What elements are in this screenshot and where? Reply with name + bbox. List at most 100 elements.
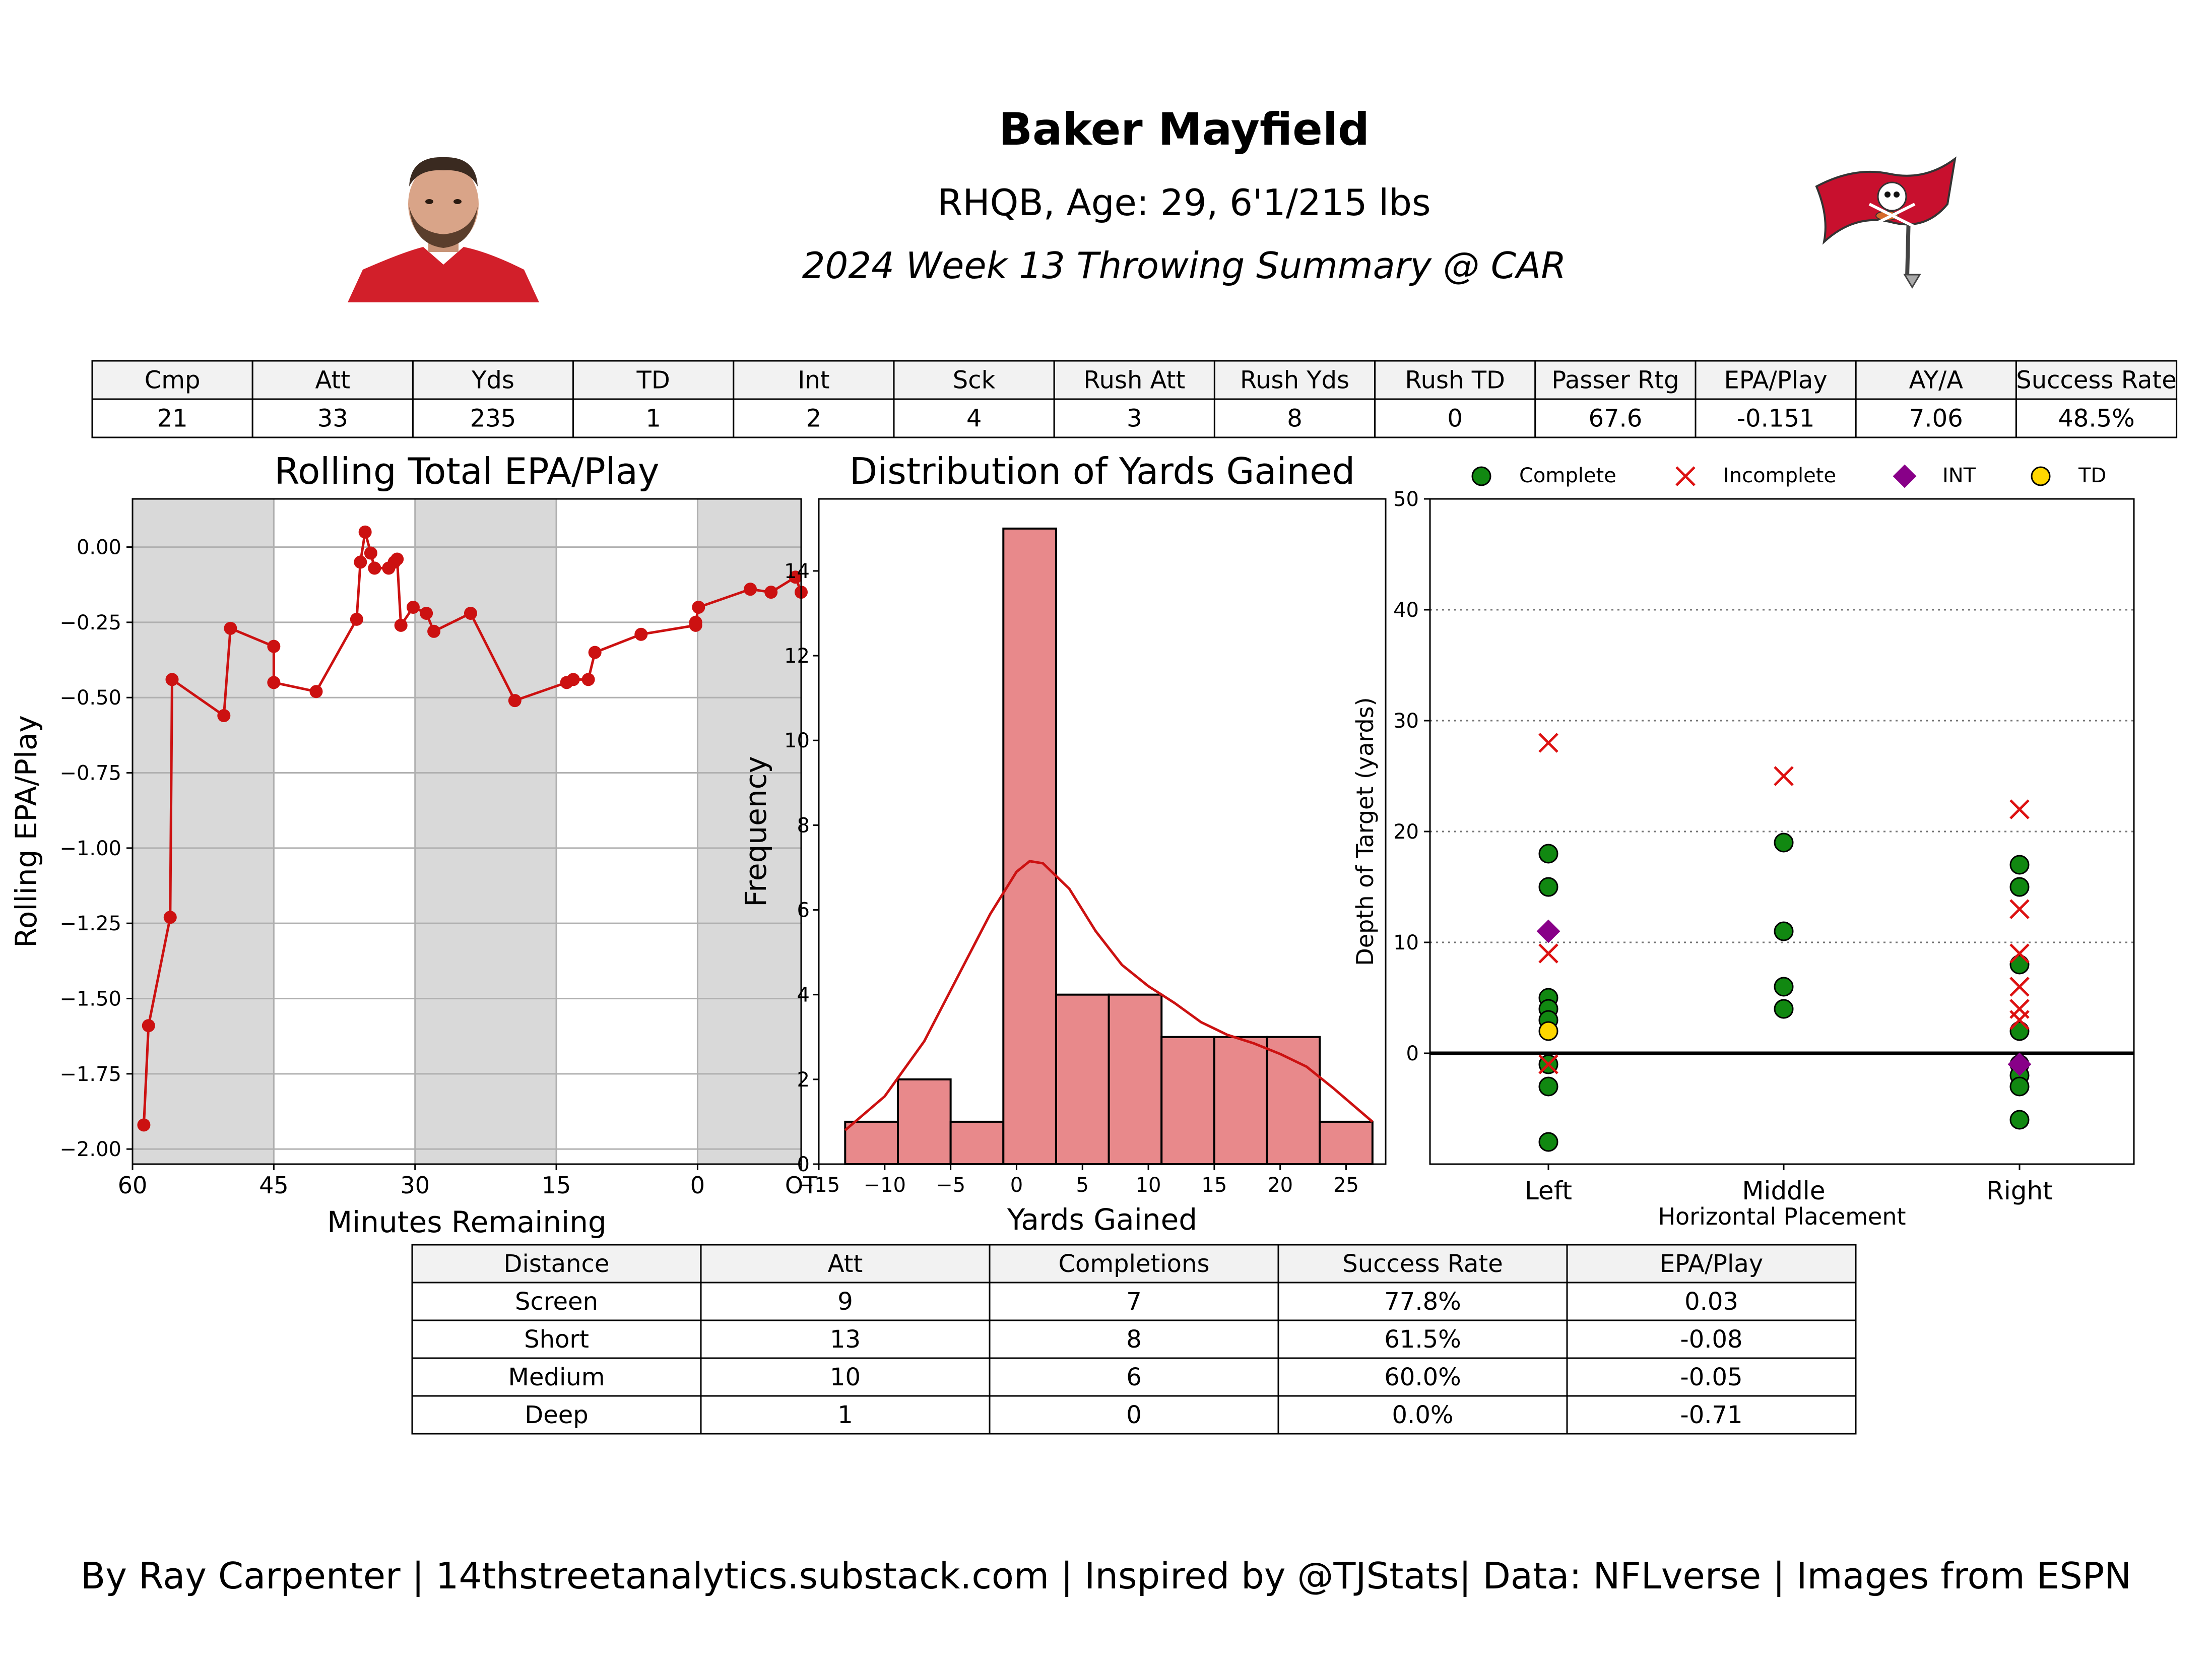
table-header-label: Rush Att	[1083, 366, 1185, 395]
y-tick-label: −2.00	[59, 1138, 121, 1161]
epa-point	[165, 673, 179, 686]
stats-table: Cmp Att Yds TD Int Sck Rush Att Rush Yds Rush TD…	[91, 360, 2178, 438]
x-tick-label: Right	[1986, 1176, 2053, 1205]
table-cell	[893, 398, 1055, 438]
table-cell	[1566, 1357, 1857, 1397]
incomplete-stroke	[2009, 799, 2030, 819]
y-tick-label: 6	[797, 899, 810, 922]
legend-label: TD	[2078, 464, 2106, 487]
table-header-label: EPA/Play	[1660, 1250, 1763, 1278]
table-cell-value: 7.06	[1909, 405, 1963, 433]
table-cell-value: 0	[1126, 1401, 1142, 1429]
y-tick-label: 50	[1393, 488, 1419, 511]
table-cell-value: -0.05	[1680, 1363, 1742, 1391]
epa-point	[267, 640, 281, 653]
table-cell	[1277, 1282, 1568, 1321]
table-cell-value: 61.5%	[1384, 1325, 1461, 1354]
table-header-label: Completions	[1059, 1250, 1210, 1278]
y-tick-label: 0	[797, 1153, 810, 1176]
x-tick-label: −15	[798, 1174, 840, 1197]
epa-point	[689, 615, 702, 629]
complete-marker	[2009, 1076, 2030, 1097]
incomplete-marker	[2009, 799, 2030, 819]
kde-curve	[844, 860, 1374, 1131]
table-cell	[1053, 398, 1215, 438]
table-header-label: Passer Rtg	[1551, 366, 1679, 395]
y-tick-label: 10	[1393, 931, 1419, 954]
table-header-label: Yds	[471, 366, 514, 395]
table-cell-value: 67.6	[1588, 405, 1642, 433]
table-cell-value: 10	[830, 1363, 861, 1391]
incomplete-marker	[1538, 943, 1558, 964]
epa-point	[217, 709, 231, 723]
table-header-cell	[700, 1244, 991, 1284]
table-cell-value: 3	[1127, 405, 1142, 433]
table-cell-value: Screen	[515, 1288, 598, 1316]
table-cell-value: 0.03	[1684, 1288, 1738, 1316]
table-cell-value: 48.5%	[2058, 405, 2134, 433]
yards-histogram-chart: −15 −10 −5 0 5 10 15 20 25 0 2 4 6 8 10 12 14 Distributio…	[739, 450, 1387, 1237]
y-tick-label: 12	[784, 645, 810, 668]
epa-point	[508, 694, 522, 708]
table-header-label: Sck	[953, 366, 996, 395]
table-cell	[1566, 1395, 1857, 1435]
table-cell-value: 235	[470, 405, 516, 433]
x-tick-label: 30	[400, 1172, 430, 1199]
legend-label: INT	[1942, 464, 1976, 487]
epa-point	[406, 601, 420, 614]
table-cell	[1566, 1282, 1857, 1321]
complete-marker	[1538, 877, 1558, 897]
x-tick-label: 60	[118, 1172, 148, 1199]
x-axis-label: Minutes Remaining	[327, 1205, 607, 1239]
td-marker	[2031, 466, 2051, 486]
table-cell	[251, 398, 414, 438]
incomplete-stroke	[1675, 466, 1696, 486]
table-cell-value: 2	[806, 405, 822, 433]
table-header-cell	[251, 360, 414, 400]
x-tick-label: 10	[1136, 1174, 1161, 1197]
table-cell-value: 4	[966, 405, 982, 433]
game-title: 2024 Week 13 Throwing Summary @ CAR	[802, 244, 1567, 287]
incomplete-stroke	[2009, 1010, 2030, 1030]
incomplete-marker	[1675, 466, 1696, 486]
legend-label: Incomplete	[1723, 464, 1836, 487]
y-tick-label: 30	[1393, 710, 1419, 733]
table-cell-value: 8	[1287, 405, 1303, 433]
epa-point	[267, 676, 281, 689]
table-cell	[1855, 398, 2017, 438]
table-cell-value: 21	[157, 405, 188, 433]
player-headshot	[348, 157, 539, 302]
table-cell	[989, 1395, 1279, 1435]
epa-point	[588, 646, 602, 659]
y-tick-label: 4	[797, 984, 810, 1007]
epa-point	[581, 673, 595, 686]
table-header-cell	[411, 1244, 702, 1284]
table-header-label: Int	[798, 366, 829, 395]
incomplete-marker	[2009, 977, 2030, 997]
y-tick-label: 10	[784, 729, 810, 752]
y-tick-label: −1.50	[59, 987, 121, 1010]
table-cell	[1277, 1319, 1568, 1359]
histogram-bar	[1055, 993, 1110, 1165]
incomplete-stroke	[1538, 1054, 1558, 1074]
y-tick-label: 14	[784, 560, 810, 583]
table-cell-value: -0.08	[1680, 1325, 1742, 1354]
table-cell-value: 77.8%	[1384, 1288, 1461, 1316]
incomplete-marker	[1538, 1054, 1558, 1074]
table-cell	[572, 398, 735, 438]
epa-point	[309, 685, 323, 698]
table-cell-value: 8	[1126, 1325, 1142, 1354]
table-cell	[1695, 398, 1857, 438]
table-cell-value: 0.0%	[1392, 1401, 1454, 1429]
incomplete-stroke	[2009, 977, 2030, 997]
complete-marker	[2009, 1110, 2030, 1130]
table-header-cell	[1277, 1244, 1568, 1284]
incomplete-marker	[1538, 733, 1558, 753]
x-tick-label: 25	[1333, 1174, 1359, 1197]
table-header-cell	[1053, 360, 1215, 400]
epa-point	[566, 673, 580, 686]
table-cell	[733, 398, 895, 438]
complete-marker	[1774, 921, 1794, 941]
distance-table: Distance Att Completions Success Rate EPA/Pl…	[411, 1244, 1857, 1435]
